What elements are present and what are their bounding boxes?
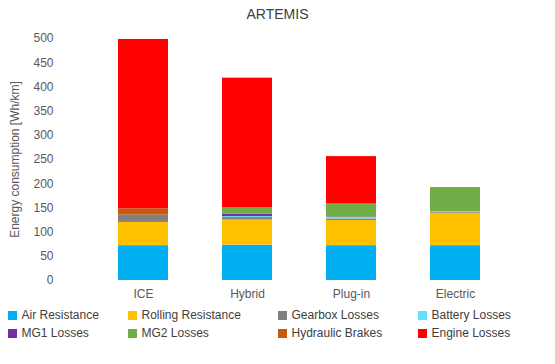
svg-text:500: 500	[33, 31, 53, 45]
html-text:Battery Losses: Battery Losses	[431, 308, 511, 322]
svg-text:250: 250	[33, 152, 53, 166]
html-text:MG1 Losses: MG1 Losses	[21, 326, 89, 340]
svg-text:Electric: Electric	[436, 287, 475, 301]
svg-text:300: 300	[33, 128, 53, 142]
svg-text:ICE: ICE	[133, 287, 153, 301]
svg-text:100: 100	[33, 225, 53, 239]
svg-text:350: 350	[33, 104, 53, 118]
html-text:Rolling Resistance: Rolling Resistance	[141, 308, 241, 322]
html-text:Engine Losses: Engine Losses	[431, 326, 511, 340]
svg-text:Energy consumption [Wh/km]: Energy consumption [Wh/km]	[8, 81, 22, 238]
svg-text:Plug-in: Plug-in	[333, 287, 370, 301]
html-text:MG2 Losses: MG2 Losses	[141, 326, 209, 340]
svg-text:50: 50	[40, 249, 54, 263]
html-text:Air Resistance: Air Resistance	[21, 308, 99, 322]
svg-text:0: 0	[47, 273, 54, 287]
svg-text:150: 150	[33, 201, 53, 215]
html-text:Hydraulic Brakes: Hydraulic Brakes	[291, 326, 383, 340]
svg-text:Hybrid: Hybrid	[230, 287, 265, 301]
html-text:Gearbox Losses: Gearbox Losses	[291, 308, 379, 322]
svg-text:200: 200	[33, 177, 53, 191]
html-text:ARTEMIS: ARTEMIS	[246, 6, 309, 22]
svg-text:400: 400	[33, 80, 53, 94]
svg-text:450: 450	[33, 56, 53, 70]
